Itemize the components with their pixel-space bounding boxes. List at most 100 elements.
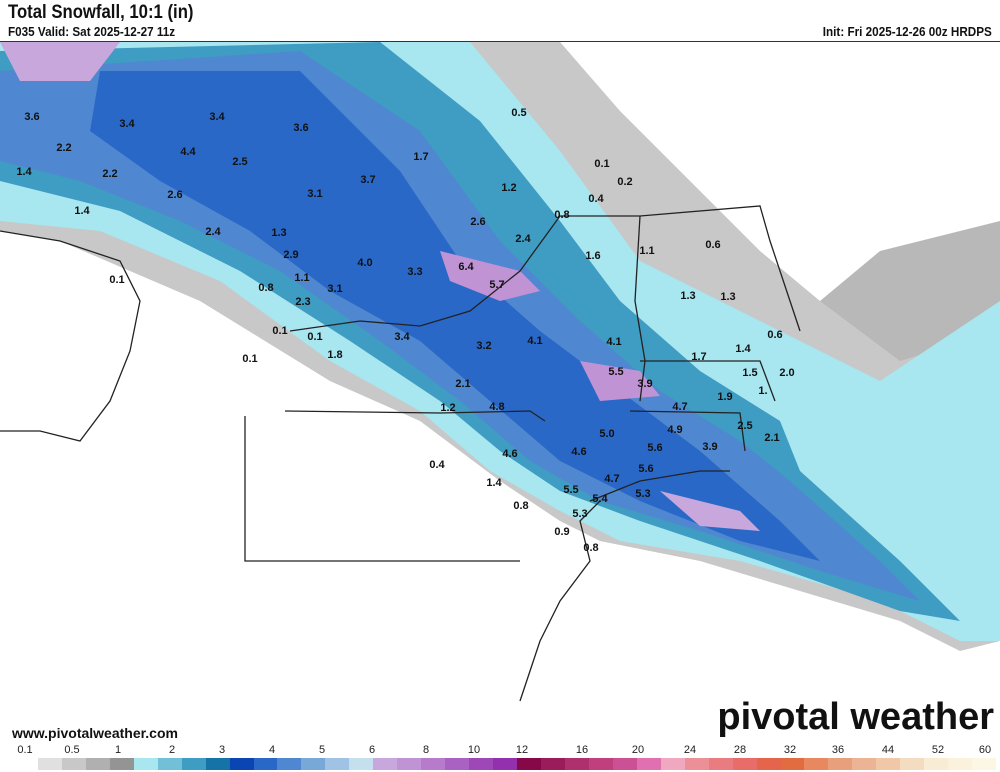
- snowfall-value-label: 0.8: [513, 500, 528, 512]
- snowfall-value-label: 1.7: [413, 151, 428, 163]
- snowfall-map[interactable]: 3.6 3.4 3.4 3.6 4.4 2.5 2.2 1.4 2.2 2.6 3.1 3.7 1.7 0…: [0, 41, 1000, 745]
- snowfall-value-label: 1.8: [327, 349, 342, 361]
- snowfall-value-label: 4.4: [180, 146, 196, 158]
- snowfall-value-label: 1.3: [720, 291, 735, 303]
- valid-time: F035 Valid: Sat 2025-12-27 11z: [8, 24, 176, 39]
- legend-label: 44: [881, 744, 895, 756]
- legend-swatch: [109, 758, 134, 770]
- legend-swatch: [349, 758, 374, 770]
- state-line-ct: [629, 410, 746, 452]
- color-legend: [14, 758, 997, 770]
- snowfall-value-label: 0.2: [617, 176, 632, 188]
- coastline-lake: [0, 230, 141, 442]
- legend-swatch: [253, 758, 278, 770]
- snowfall-value-label: 2.5: [737, 420, 752, 432]
- legend-label: 6: [368, 744, 376, 756]
- legend-swatch: [852, 758, 877, 770]
- gray-east: [820, 221, 1000, 361]
- snowfall-value-label: 3.2: [476, 340, 491, 352]
- snowfall-value-label: 1.: [758, 385, 767, 397]
- snowfall-value-label: 4.1: [606, 336, 621, 348]
- legend-swatch: [14, 758, 38, 770]
- legend-label: 1: [114, 744, 122, 756]
- legend-label: 2: [168, 744, 176, 756]
- legend-swatch: [708, 758, 733, 770]
- snowfall-value-label: 0.1: [242, 353, 257, 365]
- legend-swatch: [37, 758, 62, 770]
- snowfall-point-labels: 3.6 3.4 3.4 3.6 4.4 2.5 2.2 1.4 2.2 2.6 3.1 3.7 1.7 0…: [16, 107, 794, 554]
- state-line-ny-pa: [284, 410, 546, 422]
- legend-label: 12: [515, 744, 529, 756]
- website-text: www.pivotalweather.com: [12, 725, 178, 741]
- legend-swatch: [612, 758, 637, 770]
- snowfall-value-label: 4.6: [571, 446, 586, 458]
- purple-core-2: [580, 361, 660, 401]
- legend-swatch: [325, 758, 350, 770]
- legend-label: 60: [978, 744, 992, 756]
- snowfall-value-label: 3.4: [119, 118, 135, 130]
- snowfall-value-label: 2.0: [779, 367, 794, 379]
- legend-swatch: [636, 758, 661, 770]
- purple-core-3: [660, 491, 760, 531]
- snowfall-value-label: 3.9: [637, 378, 652, 390]
- snowfall-value-label: 2.6: [167, 189, 182, 201]
- legend-swatch: [924, 758, 949, 770]
- legend-swatch: [397, 758, 422, 770]
- snowfall-shading: [0, 42, 1000, 651]
- legend-swatch: [373, 758, 398, 770]
- snowfall-value-label: 0.6: [705, 239, 720, 251]
- snowfall-value-label: 2.4: [515, 233, 531, 245]
- snowfall-value-label: 0.4: [429, 459, 445, 471]
- state-line-pa-south: [244, 416, 520, 562]
- legend-swatch: [780, 758, 805, 770]
- snowfall-value-label: 2.6: [470, 216, 485, 228]
- snowfall-value-label: 2.1: [764, 432, 779, 444]
- snowfall-value-label: 3.1: [327, 283, 342, 295]
- snowfall-value-label: 2.1: [455, 378, 470, 390]
- snowfall-value-label: 5.6: [638, 463, 653, 475]
- legend-swatch: [517, 758, 541, 770]
- legend-swatch: [804, 758, 829, 770]
- legend-swatch: [85, 758, 110, 770]
- snowfall-value-label: 3.1: [307, 188, 322, 200]
- legend-swatch: [540, 758, 565, 770]
- legend-label: 32: [783, 744, 797, 756]
- legend-label: 5: [318, 744, 326, 756]
- pivotal-weather-logo: pivotal weather: [717, 696, 994, 738]
- snowfall-value-label: 0.1: [272, 325, 287, 337]
- snowfall-value-label: 1.4: [735, 343, 751, 355]
- snowfall-value-label: 2.2: [56, 142, 71, 154]
- legend-label: 8: [422, 744, 430, 756]
- snowfall-value-label: 5.5: [608, 366, 623, 378]
- snowfall-value-label: 0.6: [767, 329, 782, 341]
- legend-swatch: [972, 758, 997, 770]
- legend-swatch: [564, 758, 589, 770]
- snowfall-value-label: 4.6: [502, 448, 517, 460]
- purple-core: [440, 251, 540, 301]
- legend-swatch: [157, 758, 182, 770]
- long-island: [589, 470, 730, 502]
- snowfall-value-label: 1.4: [16, 166, 32, 178]
- legend-label: 36: [831, 744, 845, 756]
- snowfall-value-label: 1.5: [742, 367, 757, 379]
- snowfall-value-label: 1.3: [680, 290, 695, 302]
- atlantic-coast: [519, 500, 601, 702]
- snowfall-value-label: 0.1: [307, 331, 322, 343]
- snowfall-value-label: 1.1: [639, 245, 654, 257]
- snowfall-value-label: 1.4: [486, 477, 502, 489]
- legend-swatch: [229, 758, 254, 770]
- snowfall-value-label: 2.3: [295, 296, 310, 308]
- snowfall-value-label: 3.4: [209, 111, 225, 123]
- legend-swatch: [469, 758, 494, 770]
- legend-swatch: [181, 758, 206, 770]
- legend-label: 3: [218, 744, 226, 756]
- legend-label: 28: [733, 744, 747, 756]
- snowfall-value-label: 4.0: [357, 257, 372, 269]
- snowfall-value-label: 5.0: [599, 428, 614, 440]
- legend-swatch: [205, 758, 230, 770]
- snowfall-value-label: 1.1: [294, 272, 309, 284]
- legend-swatch: [948, 758, 973, 770]
- legend-label: 4: [268, 744, 276, 756]
- snowfall-value-label: 2.5: [232, 156, 247, 168]
- legend-swatch: [421, 758, 446, 770]
